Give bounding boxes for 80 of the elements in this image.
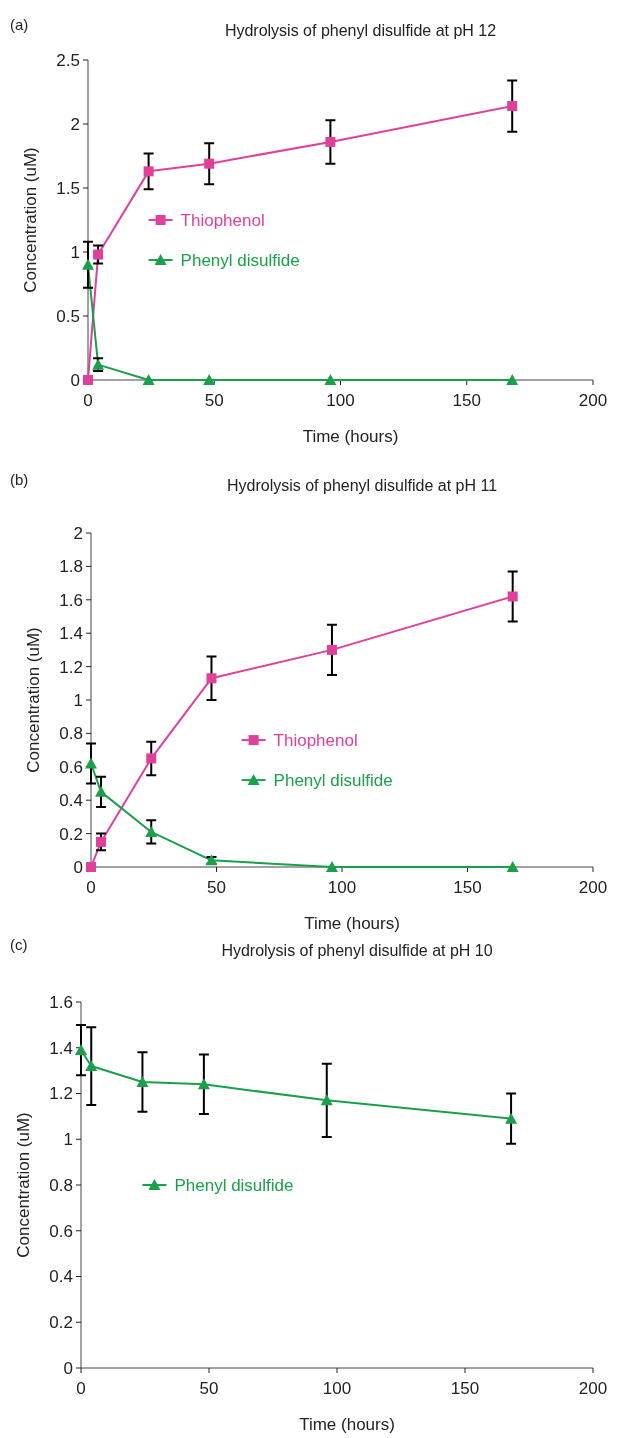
x-tick-label: 150 (452, 391, 481, 410)
y-axis-title: Concentration (uM) (14, 1112, 33, 1258)
y-tick-label: 0.5 (56, 306, 80, 326)
x-tick-label: 0 (86, 878, 96, 897)
y-tick-label: 1.2 (49, 1084, 73, 1104)
x-axis-title: Time (hours) (304, 914, 400, 933)
text: (b) (10, 471, 29, 488)
x-tick-label: 200 (578, 391, 608, 410)
y-tick-label: 1.8 (59, 557, 83, 577)
y-tick-label: 0.2 (49, 1313, 73, 1333)
point (83, 375, 93, 385)
y-tick-label: 2 (73, 523, 83, 543)
point (506, 861, 519, 872)
point (85, 1060, 98, 1072)
point (507, 101, 518, 112)
point (507, 591, 518, 602)
point (326, 644, 337, 655)
x-tick-label: 100 (327, 878, 357, 897)
y-tick-label: 0.8 (49, 1175, 73, 1195)
chart-title: Hydrolysis of phenyl disulfide at pH 11 (226, 477, 498, 494)
point (325, 136, 336, 147)
y-tick-label: 0.4 (59, 791, 83, 811)
y-tick-label: 1 (73, 690, 83, 710)
x-tick-label: 50 (199, 1379, 219, 1398)
legend-label: Phenyl disulfide (174, 1175, 294, 1195)
chart-title: Hydrolysis of phenyl disulfide at pH 12 (224, 22, 497, 39)
x-tick-label: 150 (450, 1379, 480, 1398)
x-tick-label: 150 (453, 878, 482, 897)
text: (a) (10, 16, 29, 33)
point (203, 374, 216, 385)
y-tick-label: 2.5 (56, 50, 80, 70)
x-tick-label: 50 (204, 391, 224, 410)
x-axis-title: Time (hours) (302, 427, 399, 446)
y-tick-label: 1.5 (56, 178, 80, 198)
y-tick-label: 0.6 (59, 757, 83, 777)
y-tick-label: 1 (70, 242, 80, 262)
chart-title: Hydrolysis of phenyl disulfide at pH 10 (221, 942, 493, 959)
point (142, 374, 155, 385)
y-tick-label: 1 (63, 1130, 73, 1150)
y-tick-label: 1.4 (59, 624, 83, 644)
y-tick-label: 0.8 (59, 724, 83, 744)
y-tick-label: 0 (70, 370, 80, 390)
y-tick-label: 0.6 (49, 1221, 73, 1241)
point (143, 166, 154, 177)
legend-label: Phenyl disulfide (273, 771, 393, 791)
legend-label: Thiophenol (180, 210, 265, 230)
point (204, 158, 215, 169)
point (96, 836, 107, 847)
x-tick-label: 100 (326, 391, 355, 410)
y-tick-label: 1.4 (49, 1038, 73, 1058)
text: (c) (10, 936, 28, 953)
point (197, 1078, 210, 1090)
legend-label: Thiophenol (273, 731, 358, 751)
y-axis-title: Concentration (uM) (24, 627, 43, 773)
point (86, 862, 96, 872)
y-axis-title: Concentration (uM) (21, 147, 40, 293)
y-tick-label: 1.6 (49, 992, 73, 1012)
point (136, 1076, 149, 1088)
y-tick-label: 1.2 (59, 657, 83, 677)
point (506, 374, 519, 385)
x-tick-label: 50 (207, 878, 226, 897)
point (320, 1094, 333, 1106)
point (206, 673, 217, 684)
legend-label: Phenyl disulfide (180, 250, 300, 270)
point (505, 1112, 518, 1124)
x-tick-label: 200 (578, 1379, 608, 1398)
point (146, 753, 157, 764)
point (93, 249, 104, 260)
x-tick-label: 100 (322, 1379, 352, 1398)
y-tick-label: 0 (63, 1358, 73, 1378)
x-axis-title: Time (hours) (299, 1415, 395, 1434)
point (324, 374, 337, 385)
y-tick-label: 0.4 (49, 1267, 73, 1287)
y-tick-label: 2 (70, 114, 80, 134)
x-tick-label: 200 (578, 878, 608, 897)
y-tick-label: 0 (73, 857, 83, 877)
point (145, 825, 158, 837)
point (325, 861, 338, 872)
y-tick-label: 0.2 (59, 824, 83, 844)
y-tick-label: 1.6 (59, 590, 83, 610)
